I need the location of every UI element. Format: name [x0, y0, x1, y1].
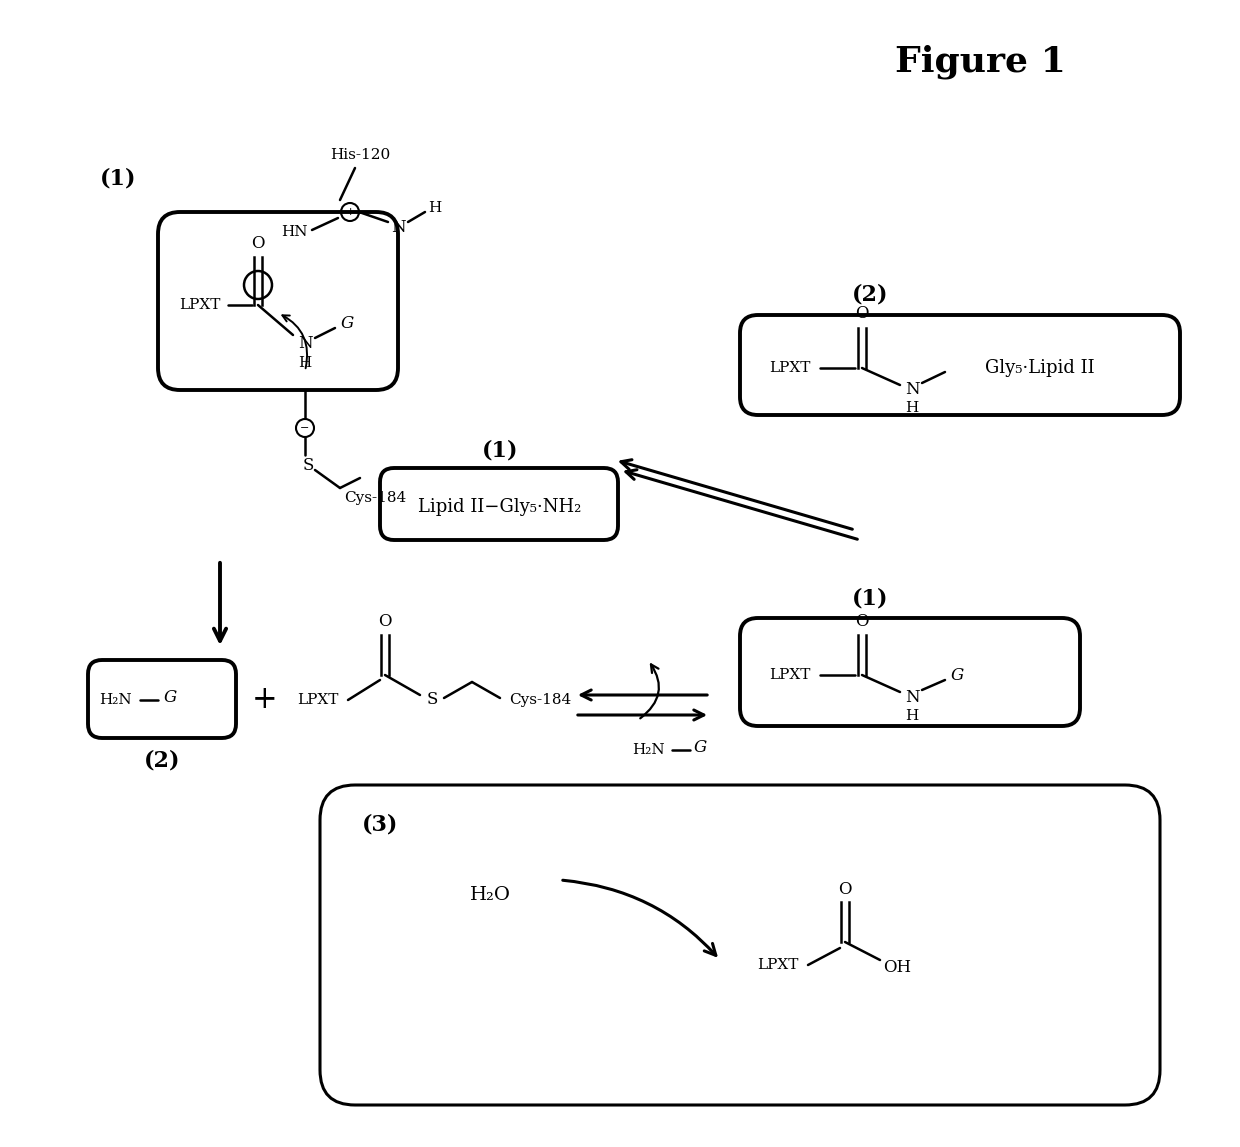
Text: −: − — [300, 423, 310, 434]
FancyBboxPatch shape — [88, 660, 236, 738]
Text: H: H — [428, 201, 441, 214]
Text: LPXT: LPXT — [769, 361, 811, 375]
Text: O: O — [838, 882, 852, 898]
Text: H₂N: H₂N — [631, 743, 665, 757]
Text: His-120: His-120 — [330, 148, 391, 162]
Text: LPXT: LPXT — [298, 693, 339, 707]
Text: G: G — [164, 689, 176, 707]
Text: S: S — [303, 457, 314, 474]
Text: OH: OH — [883, 960, 911, 976]
FancyBboxPatch shape — [320, 785, 1159, 1105]
Text: O: O — [856, 305, 869, 322]
Text: (2): (2) — [144, 749, 180, 771]
Text: (1): (1) — [99, 167, 136, 189]
Text: H: H — [299, 356, 311, 370]
Text: O: O — [252, 234, 265, 251]
Text: O: O — [856, 614, 869, 631]
Text: H₂O: H₂O — [470, 885, 511, 904]
Text: Cys-184: Cys-184 — [343, 491, 407, 505]
Text: Gly₅·Lipid II: Gly₅·Lipid II — [986, 359, 1095, 377]
Text: N: N — [391, 219, 405, 236]
Text: H₂N: H₂N — [99, 693, 131, 707]
FancyBboxPatch shape — [379, 468, 618, 540]
Text: S: S — [427, 692, 438, 709]
Text: (1): (1) — [852, 587, 888, 609]
Text: LPXT: LPXT — [758, 958, 799, 972]
Text: HN: HN — [281, 225, 308, 239]
Text: G: G — [340, 314, 353, 331]
Text: LPXT: LPXT — [769, 668, 811, 682]
Text: +: + — [252, 685, 278, 716]
Text: N: N — [905, 689, 919, 707]
FancyBboxPatch shape — [740, 315, 1180, 415]
Text: O: O — [378, 614, 392, 631]
Text: +: + — [345, 206, 355, 217]
Text: (3): (3) — [362, 814, 398, 836]
Text: LPXT: LPXT — [180, 298, 221, 312]
Text: N: N — [905, 382, 919, 398]
Text: Cys-184: Cys-184 — [508, 693, 572, 707]
FancyBboxPatch shape — [740, 618, 1080, 726]
Text: G: G — [693, 740, 707, 757]
Text: (1): (1) — [482, 439, 518, 461]
Text: G: G — [950, 666, 963, 684]
Text: (2): (2) — [852, 284, 888, 306]
Text: N: N — [298, 335, 312, 351]
Text: Figure 1: Figure 1 — [894, 45, 1065, 79]
Text: H: H — [905, 709, 919, 723]
Text: Lipid II−Gly₅·NH₂: Lipid II−Gly₅·NH₂ — [418, 498, 582, 516]
FancyBboxPatch shape — [157, 212, 398, 390]
Text: H: H — [905, 401, 919, 415]
